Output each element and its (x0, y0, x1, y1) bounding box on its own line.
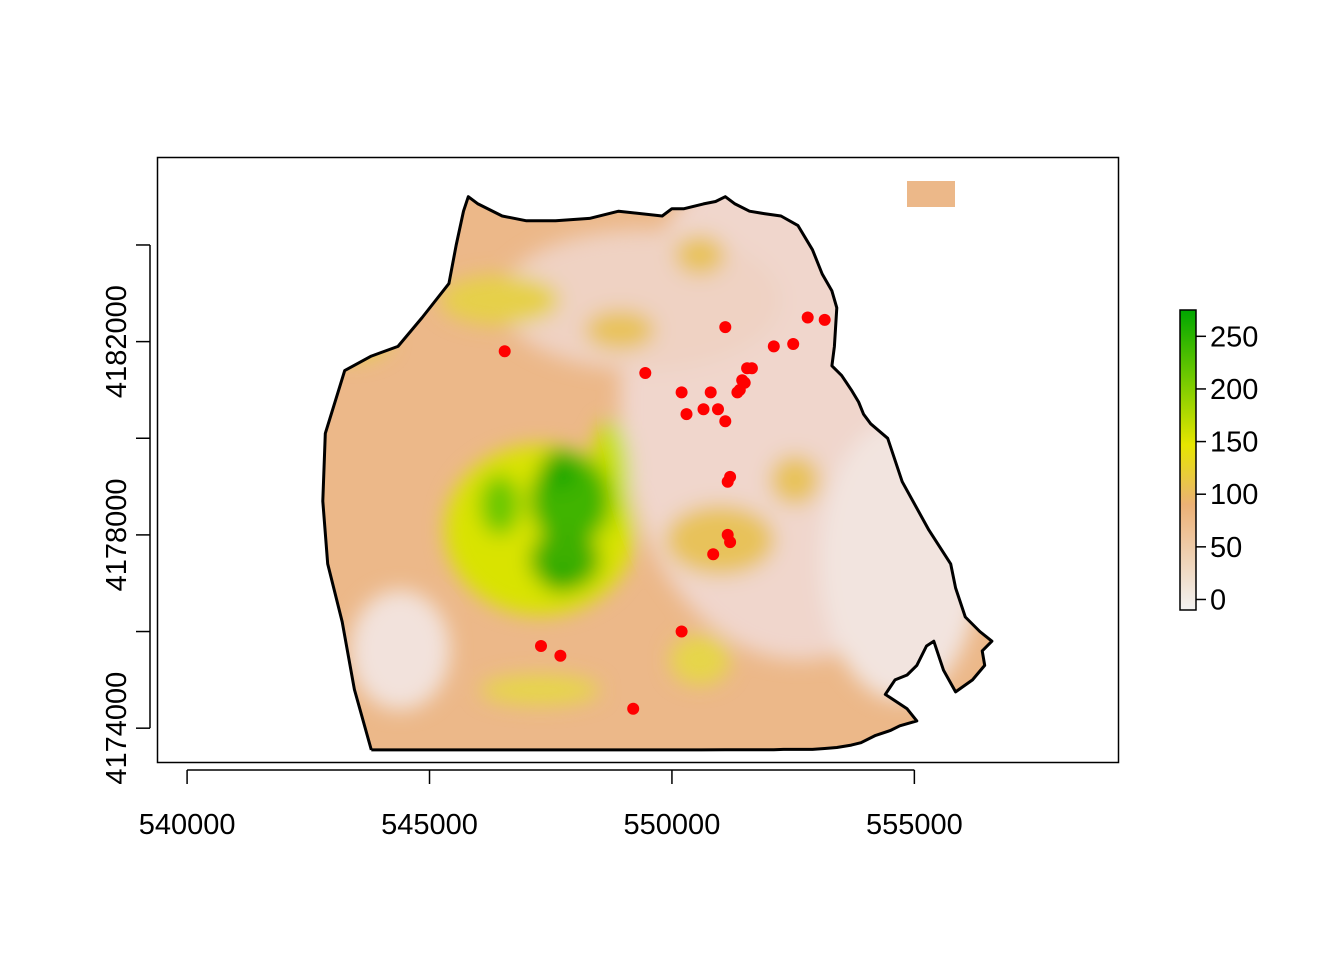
legend-tick-label: 50 (1210, 532, 1242, 564)
map-boundary-line (321, 195, 994, 752)
x-tick-label: 550000 (624, 809, 721, 841)
legend-ticks: 0 50 100 150 200 250 (1196, 321, 1258, 616)
sample-point-dot (767, 340, 780, 353)
sample-point-dot (801, 311, 814, 324)
x-tick-label: 555000 (866, 809, 963, 841)
sample-points (498, 311, 831, 715)
sample-point-dot (498, 345, 511, 358)
sample-point-dot (818, 313, 831, 326)
sample-point-dot (627, 702, 640, 715)
legend-tick-label: 250 (1210, 321, 1258, 353)
sample-point-dot (719, 321, 732, 334)
sample-point-dot (535, 640, 547, 652)
sample-point-dot (639, 367, 652, 379)
sample-point-dot (724, 536, 737, 549)
sample-point-dot (675, 386, 688, 399)
sample-point-dot (719, 415, 732, 428)
sample-point-dot (745, 362, 758, 375)
y-tick-label: 4174000 (101, 672, 133, 785)
sample-point-dot (704, 386, 717, 399)
plot-frame (156, 156, 1120, 764)
elevation-legend: 0 50 100 150 200 250 (1179, 309, 1258, 616)
sample-point-dot (680, 408, 693, 421)
legend-tick-label: 0 (1210, 584, 1226, 616)
legend-tick-label: 100 (1210, 479, 1258, 511)
y-tick-label: 4178000 (101, 478, 133, 591)
sample-point-dot (554, 649, 567, 662)
x-tick-label: 540000 (139, 809, 236, 841)
sample-point-dot (675, 625, 688, 638)
x-tick-label: 545000 (381, 809, 478, 841)
sample-point-dot (738, 376, 751, 389)
sample-point-dot (707, 548, 720, 561)
sample-point-dot (712, 403, 724, 416)
y-axis: 4174000 4178000 4182000 (101, 244, 151, 785)
legend-tick-label: 200 (1210, 374, 1258, 406)
legend-color-bar (1179, 309, 1197, 611)
sample-point-dot (787, 338, 800, 350)
x-axis: 540000 545000 550000 555000 (139, 769, 963, 841)
legend-tick-label: 150 (1210, 427, 1258, 459)
elevation-raster (322, 196, 992, 750)
island-raster (907, 181, 955, 207)
sample-point-dot (724, 470, 737, 483)
sample-point-dot (697, 403, 710, 416)
y-tick-label: 4182000 (101, 285, 133, 398)
